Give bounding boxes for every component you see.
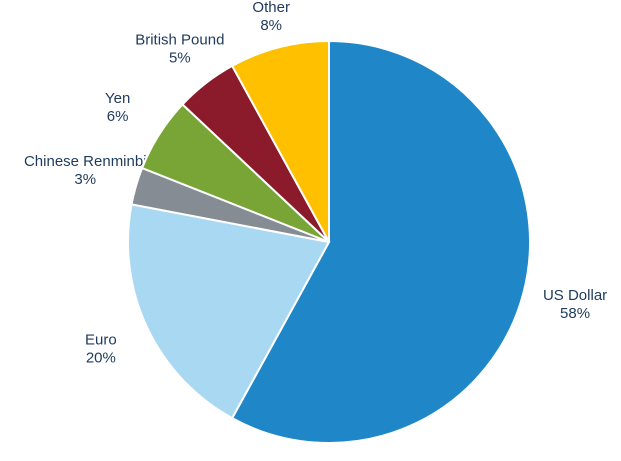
slice-label: British Pound xyxy=(135,32,224,49)
pie-slice xyxy=(230,39,330,243)
slice-value-label: 3% xyxy=(74,171,96,188)
slice-label: US Dollar xyxy=(543,287,607,304)
slice-value-label: 5% xyxy=(169,50,191,67)
slice-label: Chinese Renminbi xyxy=(24,153,147,170)
pie-slice xyxy=(230,39,531,444)
slice-value-label: 20% xyxy=(86,349,116,366)
slice-label: Euro xyxy=(85,331,117,348)
slice-value-label: 6% xyxy=(107,108,129,125)
slice-label: Other xyxy=(252,0,290,16)
slice-label: Yen xyxy=(105,90,130,107)
slice-value-label: 58% xyxy=(560,305,590,322)
slice-value-label: 8% xyxy=(260,17,282,34)
pie-slice xyxy=(127,203,331,420)
